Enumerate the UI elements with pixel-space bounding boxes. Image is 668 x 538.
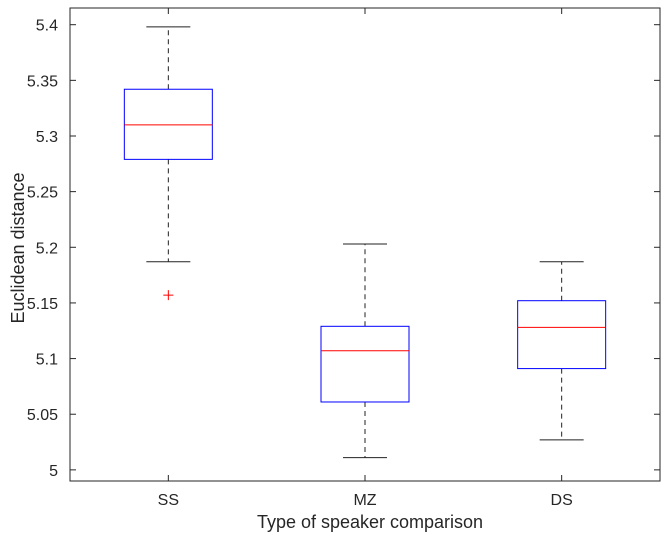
boxes-group xyxy=(123,26,607,459)
x-axis-ticks: SS MZ DS xyxy=(158,8,573,509)
x-tick-label: DS xyxy=(551,492,573,509)
y-tick-label: 5 xyxy=(49,463,58,480)
box-mz xyxy=(320,243,410,459)
y-tick-label: 5.3 xyxy=(36,129,58,146)
box-ds xyxy=(517,261,607,441)
y-axis-label: Euclidean distance xyxy=(8,172,28,323)
x-tick-label: MZ xyxy=(353,492,376,509)
iqr-box xyxy=(123,88,213,160)
y-tick-label: 5.2 xyxy=(36,240,58,257)
iqr-box xyxy=(320,325,410,403)
y-tick-label: 5.25 xyxy=(27,185,58,202)
y-tick-label: 5.15 xyxy=(27,296,58,313)
y-axis-ticks: 5 5.05 5.1 5.15 5.2 5.25 5.3 5.35 5.4 xyxy=(27,18,660,480)
y-tick-label: 5.4 xyxy=(36,18,58,35)
x-axis-label: Type of speaker comparison xyxy=(257,512,483,532)
y-tick-label: 5.35 xyxy=(27,73,58,90)
x-tick-label: SS xyxy=(158,492,179,509)
outlier-marker xyxy=(163,290,174,301)
iqr-box xyxy=(517,300,607,370)
y-tick-label: 5.05 xyxy=(27,407,58,424)
y-tick-label: 5.1 xyxy=(36,352,58,369)
box-ss xyxy=(123,26,213,301)
